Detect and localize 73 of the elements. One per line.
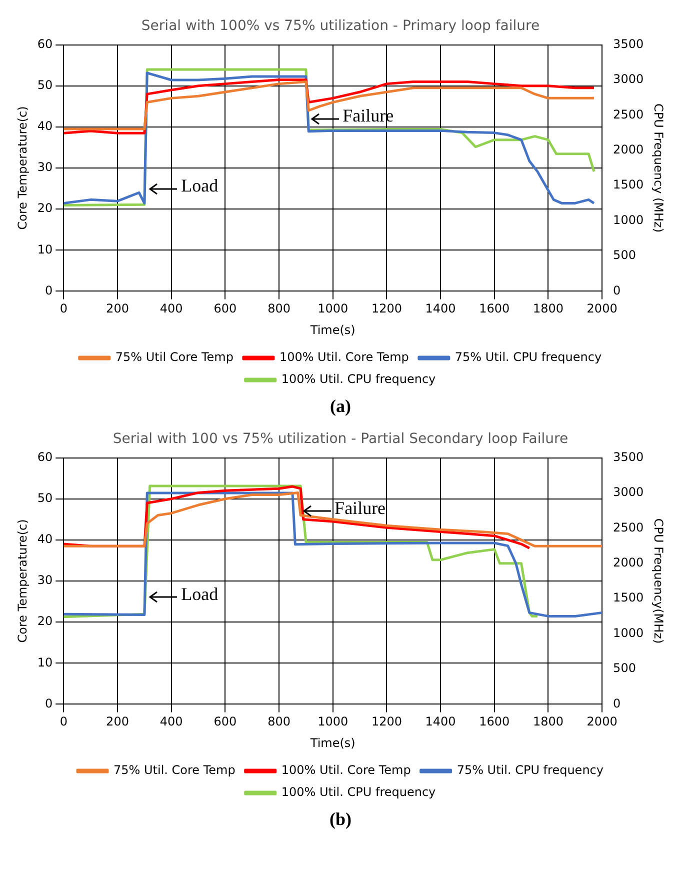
x-tick-label: 200 bbox=[106, 302, 129, 316]
y-tick-label: 40 bbox=[37, 119, 53, 134]
y-tick-label: 20 bbox=[37, 201, 53, 216]
x-tick-label: 1600 bbox=[479, 302, 510, 316]
legend-label: 75% Util. Core Temp bbox=[114, 763, 236, 778]
x-tick-label: 1600 bbox=[479, 714, 510, 729]
text: (a) bbox=[329, 396, 352, 417]
y-tick-label: 60 bbox=[37, 450, 53, 464]
x-tick-label: 800 bbox=[268, 714, 290, 729]
y-tick-label: 60 bbox=[37, 36, 53, 51]
x-tick-label: 0 bbox=[60, 302, 68, 316]
y2-tick-label: 1000 bbox=[613, 212, 644, 227]
x-tick-label: 0 bbox=[60, 714, 68, 729]
x-tick-label: 1400 bbox=[425, 714, 456, 729]
y2-tick-label: 1500 bbox=[613, 590, 644, 605]
y2-tick-label: 1500 bbox=[613, 178, 644, 192]
x-tick-label: 1000 bbox=[318, 714, 348, 729]
y-tick-label: 10 bbox=[37, 242, 53, 256]
annotation: Load bbox=[181, 584, 218, 604]
y2-tick-label: 0 bbox=[613, 696, 621, 710]
legend-label: 100% Util. Core Temp bbox=[281, 763, 411, 778]
y2-tick-label: 3500 bbox=[613, 450, 644, 464]
x-axis-title: Time(s) bbox=[309, 322, 356, 337]
x-axis-title: Time(s) bbox=[309, 736, 356, 750]
x-tick-label: 2000 bbox=[586, 302, 618, 316]
x-tick-label: 400 bbox=[160, 302, 183, 316]
x-tick-label: 1800 bbox=[532, 302, 564, 316]
y2-tick-label: 0 bbox=[613, 283, 621, 298]
legend-label: 75% Util. CPU frequency bbox=[456, 763, 604, 778]
x-tick-label: 800 bbox=[268, 302, 290, 316]
y-tick-label: 0 bbox=[45, 696, 53, 710]
x-tick-label: 400 bbox=[160, 714, 183, 729]
y2-tick-label: 3500 bbox=[613, 36, 644, 51]
y-tick-label: 50 bbox=[37, 490, 53, 505]
text: (b) bbox=[328, 809, 352, 830]
y2-tick-label: 2000 bbox=[613, 142, 644, 157]
x-tick-label: 600 bbox=[214, 302, 237, 316]
y2-tick-label: 1000 bbox=[613, 626, 644, 640]
legend-label: 75% Util Core Temp bbox=[115, 350, 234, 364]
y-axis-title: Core Temperature(c) bbox=[15, 106, 30, 230]
x-tick-label: 2000 bbox=[586, 714, 618, 729]
x-tick-label: 200 bbox=[106, 714, 129, 729]
x-tick-label: 1400 bbox=[425, 302, 456, 316]
legend-label: 100% Util. CPU frequency bbox=[281, 785, 436, 800]
x-tick-label: 1800 bbox=[532, 714, 564, 729]
y2-axis-title: CPU Frequency (MHz) bbox=[652, 103, 666, 233]
y-tick-label: 40 bbox=[37, 532, 53, 546]
annotation: Failure bbox=[334, 498, 386, 518]
legend-label: 100% Util. Core Temp bbox=[279, 350, 409, 364]
x-tick-label: 1200 bbox=[371, 302, 402, 316]
x-tick-label: 1200 bbox=[371, 714, 402, 729]
y2-tick-label: 500 bbox=[613, 661, 636, 676]
y2-tick-label: 2500 bbox=[613, 520, 644, 534]
y2-tick-label: 3000 bbox=[613, 72, 644, 86]
y-tick-label: 0 bbox=[45, 283, 53, 298]
y-tick-label: 20 bbox=[37, 614, 53, 628]
y-tick-label: 30 bbox=[37, 160, 53, 174]
y2-tick-label: 2000 bbox=[613, 556, 644, 570]
chart-title: Serial with 100% vs 75% utilization - Primary loop failure bbox=[141, 18, 540, 34]
y2-tick-label: 2500 bbox=[613, 107, 644, 122]
y-tick-label: 30 bbox=[37, 573, 53, 588]
x-tick-label: 600 bbox=[214, 714, 237, 729]
annotation: Load bbox=[181, 175, 218, 196]
legend-label: 100% Util. CPU frequency bbox=[281, 372, 436, 386]
y2-axis-title: CPU Frequency(MHz) bbox=[652, 518, 666, 644]
chart-title: Serial with 100 vs 75% utilization - Partial Secondary loop Failure bbox=[112, 431, 568, 448]
y-axis-title: Core Temperature(c) bbox=[15, 519, 30, 643]
y2-tick-label: 500 bbox=[613, 248, 636, 262]
y-tick-label: 50 bbox=[37, 78, 53, 92]
y-tick-label: 10 bbox=[37, 655, 53, 670]
y2-tick-label: 3000 bbox=[613, 485, 644, 500]
x-tick-label: 1000 bbox=[318, 302, 348, 316]
legend-label: 75% Util. CPU frequency bbox=[454, 350, 602, 364]
